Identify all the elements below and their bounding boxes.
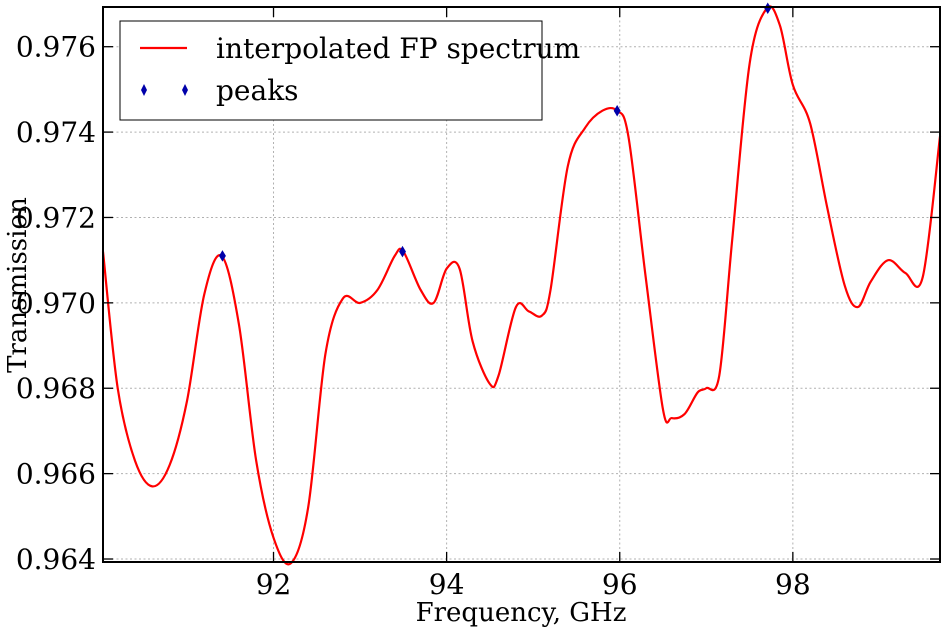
y-tick-label: 0.974 [16, 116, 96, 149]
x-axis-label: Frequency, GHz [416, 598, 627, 628]
peak-marker [399, 245, 406, 258]
y-tick-label: 0.964 [16, 543, 96, 576]
spectrum-line [101, 5, 942, 566]
grid [103, 7, 940, 562]
data-series [101, 2, 942, 566]
y-tick-label: 0.972 [16, 201, 96, 234]
legend-marker-swatch [141, 84, 147, 96]
tick-labels: 92 94 96 98 0.964 0.966 0.968 0.970 0.972 0.974 0.… [16, 31, 811, 601]
y-tick-label: 0.970 [16, 287, 96, 320]
legend-box [119, 20, 543, 121]
x-tick-label: 96 [602, 568, 638, 601]
y-tick-label: 0.966 [16, 458, 96, 491]
legend-label-spectrum: interpolated FP spectrum [216, 32, 580, 65]
peak-marker [218, 250, 226, 262]
y-tick-label: 0.976 [16, 31, 96, 64]
legend-marker-swatch [182, 84, 188, 96]
peak-marker [613, 104, 621, 117]
axis-ticks [103, 7, 940, 562]
x-tick-label: 94 [429, 568, 465, 601]
legend: interpolated FP spectrum peaks [119, 20, 580, 121]
legend-label-peaks: peaks [216, 74, 299, 107]
x-tick-label: 98 [775, 568, 811, 601]
plot-frame [102, 6, 941, 563]
y-axis-label: Transmission [3, 197, 33, 373]
x-tick-label: 92 [256, 568, 292, 601]
y-tick-label: 0.968 [16, 372, 96, 405]
